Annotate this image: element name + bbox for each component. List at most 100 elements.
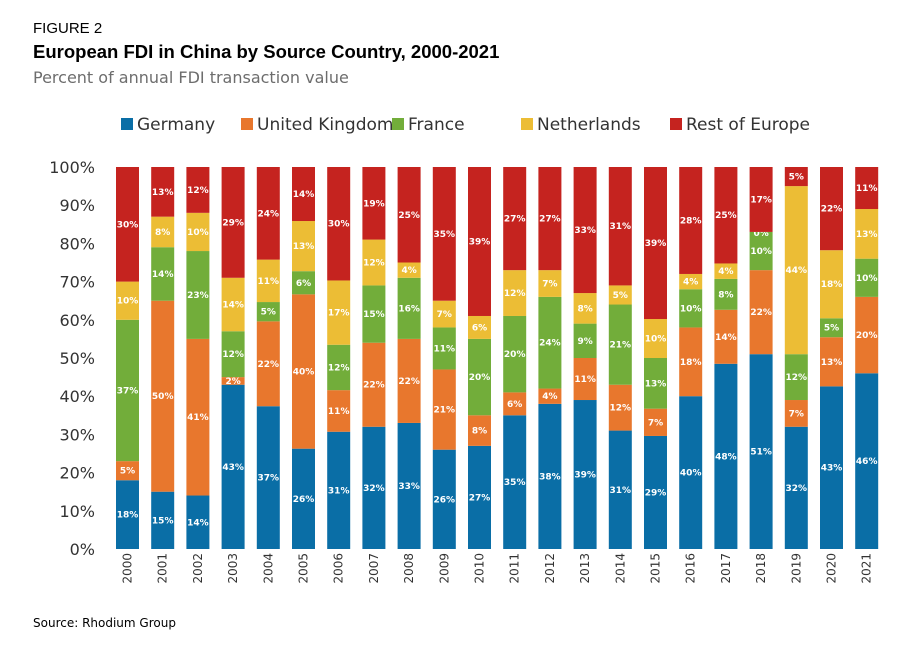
legend: Germany United Kingdom France Netherlands Re…	[121, 115, 810, 135]
data-label-united-kingdom-2016: 18%	[680, 358, 702, 368]
bar-rest-of-europe-2018	[749, 167, 773, 232]
bar-germany-2013	[573, 400, 597, 549]
data-label-netherlands-2000: 10%	[117, 297, 139, 307]
data-label-germany-2005: 26%	[293, 495, 315, 505]
data-label-france-2008: 16%	[398, 304, 420, 314]
bar-united-kingdom-2018	[749, 270, 773, 355]
x-tick-label: 2019	[789, 553, 803, 584]
x-tick-label: 2002	[191, 553, 205, 584]
y-tick-label: 90%	[59, 196, 95, 215]
data-label-united-kingdom-2015: 7%	[648, 418, 663, 428]
legend-label-united-kingdom: United Kingdom	[257, 115, 393, 135]
data-label-rest-of-europe-2002: 12%	[187, 186, 209, 196]
data-label-france-2016: 10%	[680, 304, 702, 314]
bar-netherlands-2009	[432, 300, 456, 328]
data-label-united-kingdom-2006: 11%	[328, 407, 350, 417]
bar-germany-2009	[432, 449, 456, 549]
data-label-france-2004: 5%	[261, 308, 276, 318]
bar-united-kingdom-2021	[855, 296, 879, 374]
data-label-united-kingdom-2003: 2%	[225, 377, 240, 387]
y-tick-label: 40%	[59, 387, 95, 406]
bar-united-kingdom-2004	[256, 321, 280, 407]
data-label-france-2002: 23%	[187, 291, 209, 301]
bar-germany-2010	[468, 445, 491, 549]
data-label-germany-2020: 43%	[821, 464, 843, 474]
data-label-rest-of-europe-2005: 14%	[293, 190, 315, 200]
bar-united-kingdom-2006	[327, 390, 351, 432]
data-label-united-kingdom-2012: 4%	[542, 392, 557, 402]
bar-rest-of-europe-2002	[186, 167, 210, 213]
bar-rest-of-europe-2004	[256, 167, 280, 260]
bar-netherlands-2008	[397, 262, 421, 278]
bar-france-2016	[679, 289, 703, 328]
bar-germany-2001	[151, 491, 175, 549]
data-label-germany-2018: 51%	[750, 448, 772, 458]
bar-rest-of-europe-2009	[432, 167, 456, 301]
data-label-france-2010: 20%	[469, 373, 491, 383]
bar-netherlands-2013	[573, 293, 597, 324]
bar-france-2020	[820, 318, 843, 338]
bar-rest-of-europe-2000	[116, 167, 139, 282]
bar-germany-2021	[855, 373, 879, 549]
data-label-rest-of-europe-2021: 11%	[856, 184, 878, 194]
bar-netherlands-2002	[186, 212, 210, 252]
bar-germany-2011	[503, 415, 527, 549]
data-label-france-2018: 10%	[750, 247, 772, 257]
data-label-rest-of-europe-2020: 22%	[821, 205, 843, 215]
bar-united-kingdom-2012	[538, 388, 562, 404]
x-tick-label: 2008	[402, 553, 416, 584]
data-label-germany-2016: 40%	[680, 469, 702, 479]
bar-united-kingdom-2010	[468, 415, 491, 446]
bar-netherlands-2012	[538, 270, 562, 297]
bars: 18% 5% 37% 10% 30% 15% 50% 14% 8% 13% 14% 41% 23% 10%…	[116, 167, 879, 549]
data-label-netherlands-2017: 4%	[718, 267, 733, 277]
bar-france-2019	[784, 354, 808, 401]
bar-france-2000	[116, 319, 139, 462]
data-label-germany-2006: 31%	[328, 486, 350, 496]
bar-united-kingdom-2013	[573, 358, 597, 401]
bar-united-kingdom-2009	[432, 369, 456, 450]
legend-swatch-united-kingdom	[241, 118, 253, 130]
x-tick-label: 2015	[649, 553, 663, 584]
bar-rest-of-europe-2011	[503, 167, 527, 271]
data-label-united-kingdom-2014: 12%	[610, 404, 632, 414]
bar-rest-of-europe-2015	[644, 167, 667, 320]
data-label-germany-2012: 38%	[539, 472, 561, 482]
x-tick-label: 2011	[508, 553, 522, 584]
bar-rest-of-europe-2017	[714, 167, 738, 264]
data-label-rest-of-europe-2001: 13%	[152, 188, 174, 198]
x-tick-label: 2014	[613, 553, 627, 584]
data-label-rest-of-europe-2013: 33%	[574, 226, 596, 236]
data-label-france-2015: 13%	[645, 379, 667, 389]
data-label-germany-2009: 26%	[434, 495, 456, 505]
data-label-france-2005: 6%	[296, 279, 311, 289]
data-label-united-kingdom-2005: 40%	[293, 368, 315, 378]
bar-united-kingdom-2019	[784, 400, 808, 427]
bar-germany-2018	[749, 354, 773, 549]
bar-rest-of-europe-2013	[573, 167, 597, 294]
bar-rest-of-europe-2010	[468, 167, 491, 316]
bar-germany-2005	[292, 448, 315, 549]
bar-rest-of-europe-2006	[327, 167, 351, 281]
x-tick-label: 2007	[367, 553, 381, 584]
data-label-united-kingdom-2001: 50%	[152, 392, 174, 402]
data-label-united-kingdom-2013: 11%	[574, 375, 596, 385]
data-label-germany-2000: 18%	[117, 511, 139, 521]
data-label-united-kingdom-2018: 22%	[750, 308, 772, 318]
data-label-united-kingdom-2020: 13%	[821, 358, 843, 368]
y-tick-label: 20%	[59, 464, 95, 483]
data-label-united-kingdom-2009: 21%	[434, 406, 456, 416]
data-label-united-kingdom-2000: 5%	[120, 467, 135, 477]
data-label-germany-2001: 15%	[152, 516, 174, 526]
bar-netherlands-2004	[256, 259, 280, 303]
data-label-france-2020: 5%	[824, 324, 839, 334]
x-tick-label: 2001	[156, 553, 170, 584]
bar-germany-2004	[256, 406, 280, 549]
bar-france-2003	[221, 331, 245, 378]
data-label-united-kingdom-2002: 41%	[187, 413, 209, 423]
data-label-germany-2007: 32%	[363, 484, 385, 494]
bar-rest-of-europe-2001	[151, 167, 175, 217]
data-label-germany-2013: 39%	[574, 471, 596, 481]
data-label-united-kingdom-2004: 22%	[258, 360, 280, 370]
bar-germany-2016	[679, 396, 703, 549]
